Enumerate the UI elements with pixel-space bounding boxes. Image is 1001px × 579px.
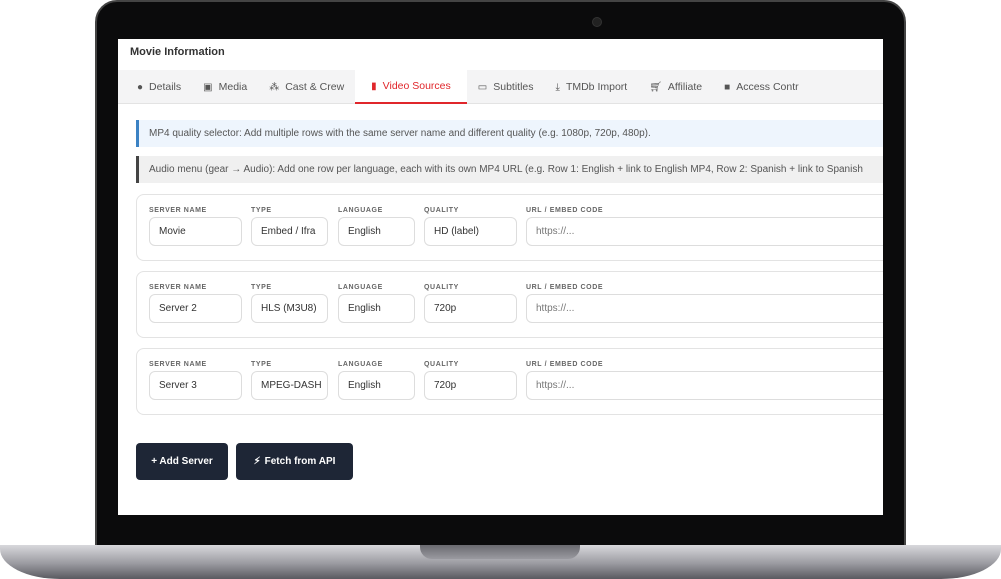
server-label: SERVER NAME bbox=[149, 284, 207, 291]
server-field: SERVER NAME Server 3 bbox=[149, 361, 242, 400]
tab-details[interactable]: ● Details bbox=[126, 70, 192, 104]
language-label: LANGUAGE bbox=[338, 207, 383, 214]
fetch-from-api-button[interactable]: ⚡︎ Fetch from API bbox=[236, 443, 353, 480]
quality-label: QUALITY bbox=[424, 284, 459, 291]
laptop-notch bbox=[420, 545, 580, 559]
quality-input[interactable]: 720p bbox=[424, 294, 517, 323]
tab-label: Cast & Crew bbox=[285, 81, 345, 93]
language-field: LANGUAGE English bbox=[338, 361, 415, 400]
quality-input[interactable]: HD (label) bbox=[424, 217, 517, 246]
tab-label: Media bbox=[218, 81, 248, 93]
server-row: SERVER NAME Movie TYPE Embed / Ifra LANGUAGE… bbox=[136, 194, 883, 261]
tab-label: Affiliate bbox=[667, 81, 703, 93]
camera bbox=[592, 17, 602, 27]
language-label: LANGUAGE bbox=[338, 361, 383, 368]
type-input[interactable]: MPEG-DASH bbox=[251, 371, 328, 400]
quality-label: QUALITY bbox=[424, 207, 459, 214]
quality-field: QUALITY HD (label) bbox=[424, 207, 517, 246]
server-input[interactable]: Server 2 bbox=[149, 294, 242, 323]
page-title: Movie Information bbox=[130, 46, 225, 58]
tab-media[interactable]: ▣ Media bbox=[192, 70, 258, 104]
closed-captions-icon: ▭ bbox=[477, 81, 488, 93]
film-icon: ▮ bbox=[371, 80, 377, 92]
language-field: LANGUAGE English bbox=[338, 284, 415, 323]
language-input[interactable]: English bbox=[338, 371, 415, 400]
url-field: URL / EMBED CODE https://... bbox=[526, 361, 883, 400]
tab-cast-crew[interactable]: ⁂ Cast & Crew bbox=[258, 70, 355, 104]
type-label: TYPE bbox=[251, 207, 272, 214]
tab-affiliate[interactable]: 🛒︎ Affiliate bbox=[638, 70, 713, 104]
screen: Movie Information ● Details ▣ Media ⁂ Cast … bbox=[118, 39, 883, 515]
tab-video-sources[interactable]: ▮ Video Sources bbox=[355, 70, 467, 104]
url-input[interactable]: https://... bbox=[526, 294, 883, 323]
language-label: LANGUAGE bbox=[338, 284, 383, 291]
url-field: URL / EMBED CODE https://... bbox=[526, 207, 883, 246]
server-input[interactable]: Movie bbox=[149, 217, 242, 246]
type-field: TYPE MPEG-DASH bbox=[251, 361, 328, 400]
download-icon: ⤓ bbox=[555, 81, 560, 93]
language-input[interactable]: English bbox=[338, 294, 415, 323]
image-icon: ▣ bbox=[203, 81, 213, 93]
tab-label: Video Sources bbox=[382, 80, 451, 92]
tab-label: Details bbox=[149, 81, 182, 93]
language-field: LANGUAGE English bbox=[338, 207, 415, 246]
info-circle-icon: ● bbox=[137, 81, 144, 93]
quality-label: QUALITY bbox=[424, 361, 459, 368]
language-input[interactable]: English bbox=[338, 217, 415, 246]
url-label: URL / EMBED CODE bbox=[526, 361, 604, 368]
fetch-label: Fetch from API bbox=[264, 456, 336, 467]
type-label: TYPE bbox=[251, 361, 272, 368]
server-row: SERVER NAME Server 2 TYPE HLS (M3U8) LANGUAG… bbox=[136, 271, 883, 338]
add-server-button[interactable]: + Add Server bbox=[136, 443, 228, 480]
tab-access-control[interactable]: ■ Access Contr bbox=[713, 70, 809, 104]
tab-label: TMDb Import bbox=[565, 81, 628, 93]
quality-field: QUALITY 720p bbox=[424, 361, 517, 400]
notice-audio-menu: Audio menu (gear → Audio): Add one row p… bbox=[136, 156, 883, 183]
tab-tmdb-import[interactable]: ⤓ TMDb Import bbox=[545, 70, 639, 104]
type-field: TYPE Embed / Ifra bbox=[251, 207, 328, 246]
url-label: URL / EMBED CODE bbox=[526, 284, 604, 291]
tab-label: Subtitles bbox=[493, 81, 534, 93]
quality-input[interactable]: 720p bbox=[424, 371, 517, 400]
cart-icon: 🛒︎ bbox=[649, 81, 662, 93]
url-input[interactable]: https://... bbox=[526, 217, 883, 246]
lock-icon: ■ bbox=[724, 81, 731, 93]
server-label: SERVER NAME bbox=[149, 361, 207, 368]
type-input[interactable]: Embed / Ifra bbox=[251, 217, 328, 246]
type-label: TYPE bbox=[251, 284, 272, 291]
type-input[interactable]: HLS (M3U8) bbox=[251, 294, 328, 323]
tab-label: Access Contr bbox=[736, 81, 799, 93]
server-field: SERVER NAME Movie bbox=[149, 207, 242, 246]
notice-mp4-quality: MP4 quality selector: Add multiple rows … bbox=[136, 120, 883, 147]
server-label: SERVER NAME bbox=[149, 207, 207, 214]
url-label: URL / EMBED CODE bbox=[526, 207, 604, 214]
url-input[interactable]: https://... bbox=[526, 371, 883, 400]
tab-subtitles[interactable]: ▭ Subtitles bbox=[467, 70, 545, 104]
quality-field: QUALITY 720p bbox=[424, 284, 517, 323]
server-input[interactable]: Server 3 bbox=[149, 371, 242, 400]
type-field: TYPE HLS (M3U8) bbox=[251, 284, 328, 323]
plug-icon: ⚡︎ bbox=[253, 456, 261, 467]
server-row: SERVER NAME Server 3 TYPE MPEG-DASH LANGUAGE… bbox=[136, 348, 883, 415]
server-field: SERVER NAME Server 2 bbox=[149, 284, 242, 323]
url-field: URL / EMBED CODE https://... bbox=[526, 284, 883, 323]
tab-bar: ● Details ▣ Media ⁂ Cast & Crew ▮ Video Sour… bbox=[118, 70, 883, 104]
users-icon: ⁂ bbox=[269, 81, 280, 93]
